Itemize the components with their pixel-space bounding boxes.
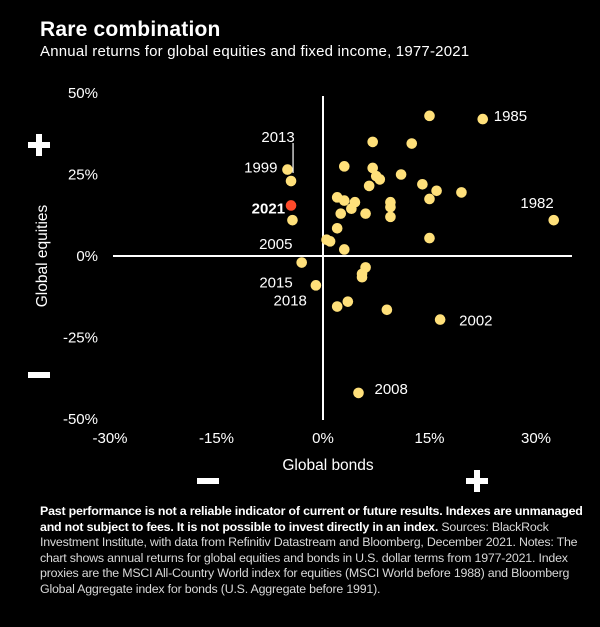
point-label-1999: 1999 bbox=[244, 160, 277, 177]
x-tick-label: -15% bbox=[199, 430, 234, 447]
data-point bbox=[424, 110, 435, 122]
point-label-1985: 1985 bbox=[494, 108, 527, 125]
chart-title: Rare combination bbox=[40, 18, 221, 41]
x-tick-label: 0% bbox=[312, 430, 334, 447]
point-1999 bbox=[282, 164, 293, 175]
x-tick-label: 15% bbox=[414, 430, 444, 447]
y-tick-label: -25% bbox=[63, 330, 98, 347]
data-point bbox=[342, 296, 354, 307]
data-point bbox=[406, 138, 418, 149]
data-point bbox=[324, 236, 336, 247]
equities-plus-icon bbox=[36, 134, 42, 156]
y-tick-label: -50% bbox=[63, 411, 98, 428]
data-point bbox=[363, 180, 375, 192]
point-label-2002: 2002 bbox=[459, 313, 492, 330]
point-label-2018: 2018 bbox=[274, 292, 307, 309]
equities-minus-icon bbox=[28, 372, 50, 378]
data-point bbox=[381, 304, 393, 316]
data-point bbox=[424, 232, 435, 244]
data-point bbox=[456, 187, 467, 198]
point-label-2013: 2013 bbox=[261, 129, 294, 146]
data-point bbox=[424, 193, 435, 205]
data-point bbox=[331, 222, 343, 234]
disclaimer-text: Past performance is not a reliable indic… bbox=[40, 504, 583, 534]
point-2002 bbox=[434, 314, 446, 325]
data-point bbox=[356, 271, 368, 283]
data-point bbox=[431, 185, 442, 197]
point-label-2008: 2008 bbox=[375, 381, 408, 398]
scatter-chart: 50% 25% 0% -25% -50% -30% -15% 0% 15% 30% Global b… bbox=[28, 85, 572, 492]
point-label-1982: 1982 bbox=[520, 195, 553, 212]
data-point bbox=[417, 178, 428, 190]
y-tick-label: 0% bbox=[76, 248, 98, 265]
point-2013 bbox=[285, 175, 297, 187]
chart-subtitle: Annual returns for global equities and f… bbox=[40, 43, 470, 60]
data-point bbox=[374, 174, 386, 185]
data-point bbox=[339, 161, 350, 172]
point-1985 bbox=[477, 113, 489, 125]
bonds-minus-icon bbox=[197, 478, 219, 484]
bonds-plus-icon bbox=[474, 470, 480, 492]
data-point bbox=[367, 136, 379, 148]
data-point bbox=[385, 211, 396, 223]
y-tick-label: 50% bbox=[68, 85, 98, 102]
point-2018 bbox=[310, 280, 322, 291]
data-point bbox=[395, 169, 407, 180]
x-tick-label: -30% bbox=[92, 430, 127, 447]
x-axis-title: Global bonds bbox=[282, 457, 374, 474]
point-label-2005: 2005 bbox=[259, 236, 292, 253]
data-point bbox=[385, 201, 396, 213]
y-axis-title: Global equities bbox=[34, 204, 51, 307]
data-point bbox=[339, 195, 350, 206]
data-point bbox=[331, 301, 343, 312]
data-point bbox=[367, 162, 379, 174]
point-2021 bbox=[285, 200, 297, 211]
point-2005 bbox=[287, 214, 298, 226]
x-tick-label: 30% bbox=[521, 430, 551, 447]
point-1982 bbox=[548, 214, 560, 226]
point-label-2021: 2021 bbox=[252, 200, 285, 217]
sources-notes-text: Sources: BlackRock Investment Institute,… bbox=[40, 519, 578, 596]
data-point bbox=[360, 208, 371, 219]
data-point bbox=[335, 208, 347, 219]
point-2015 bbox=[296, 257, 308, 268]
data-point bbox=[339, 244, 350, 255]
y-tick-label: 25% bbox=[68, 167, 98, 184]
data-point bbox=[346, 203, 357, 215]
footnote: Past performance is not a reliable indic… bbox=[40, 504, 592, 598]
point-label-2015: 2015 bbox=[259, 275, 292, 292]
point-2008 bbox=[353, 387, 364, 399]
